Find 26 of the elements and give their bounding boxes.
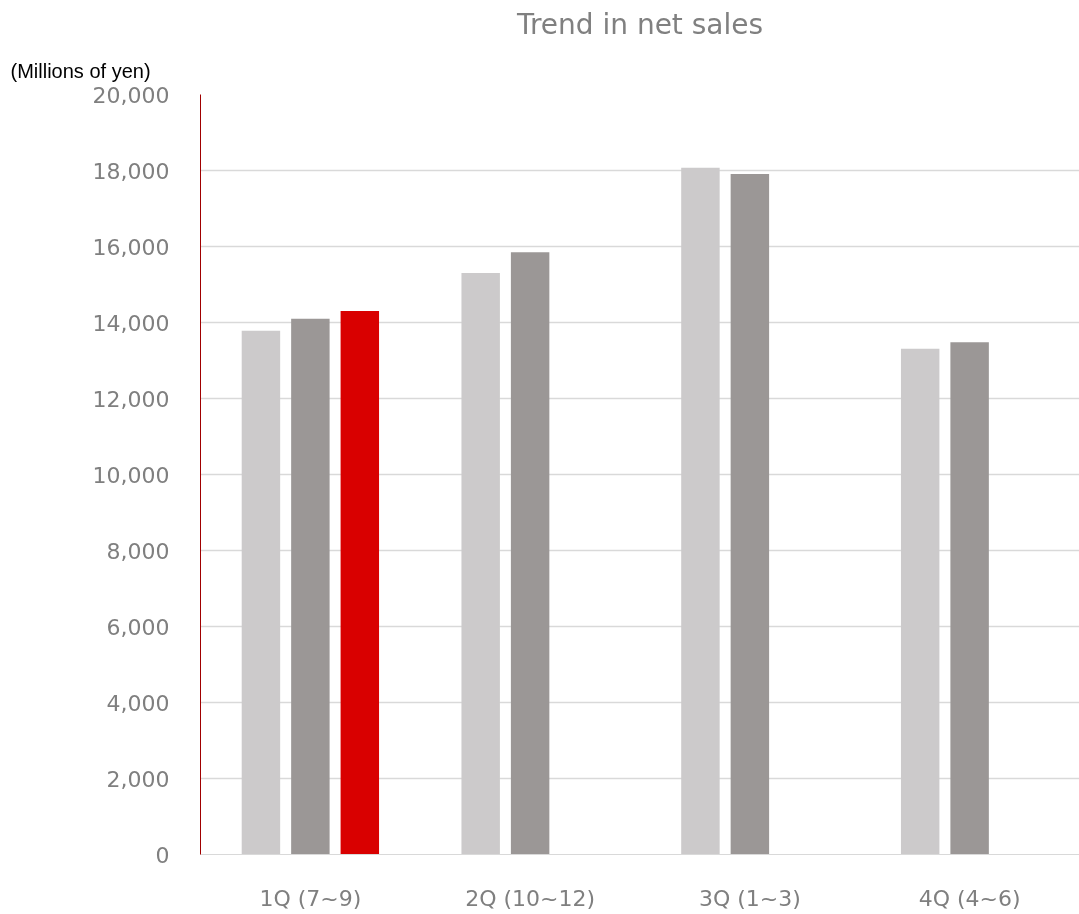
bar: [681, 167, 720, 855]
bar: [900, 348, 940, 855]
y-tick-label: 18,000: [92, 158, 170, 184]
bar: [730, 173, 770, 855]
bar: [950, 342, 989, 855]
y-tick-label: 8,000: [106, 538, 170, 564]
y-tick-label: 6,000: [106, 614, 170, 640]
bar: [461, 273, 500, 855]
x-tick-label: 1Q (7~9): [259, 885, 362, 911]
y-tick-label: 16,000: [92, 234, 170, 260]
y-tick-label: 2,000: [106, 766, 170, 792]
y-tick-label: 14,000: [92, 310, 170, 336]
bar: [340, 311, 380, 855]
y-tick-label: 4,000: [106, 690, 170, 716]
chart-title: Trend in net sales: [515, 7, 764, 41]
x-tick-label: 2Q (10~12): [465, 885, 596, 911]
y-tick-label: 10,000: [92, 462, 170, 488]
y-axis-title: (Millions of yen): [10, 60, 151, 82]
y-tick-label: 20,000: [92, 82, 170, 108]
y-tick-label: 0: [155, 842, 170, 868]
x-tick-label: 4Q (4~6): [918, 885, 1021, 911]
bar: [291, 318, 330, 855]
y-tick-label: 12,000: [92, 386, 170, 412]
x-tick-label: 3Q (1~3): [698, 885, 801, 911]
bar: [241, 330, 281, 855]
bar: [510, 252, 550, 855]
